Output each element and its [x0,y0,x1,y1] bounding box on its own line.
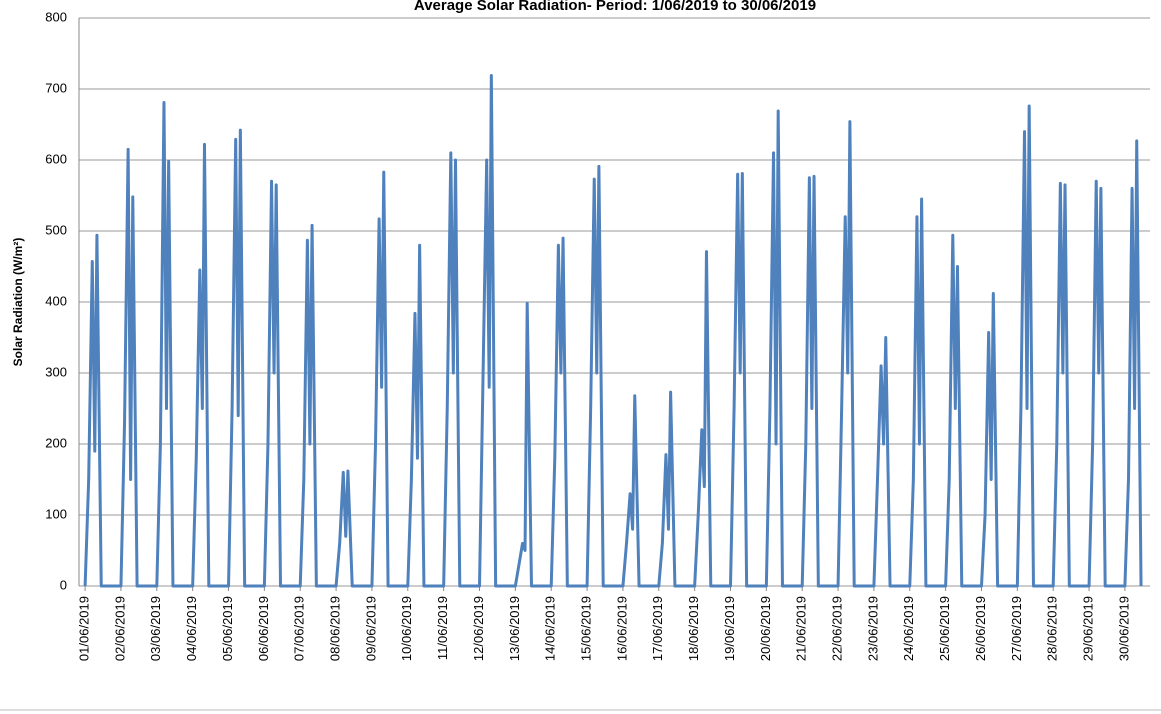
x-tick-label: 19/06/2019 [722,596,737,661]
x-tick-label: 16/06/2019 [614,596,629,661]
y-tick-label: 100 [45,506,67,521]
x-tick-label: 22/06/2019 [829,596,844,661]
x-tick-label: 13/06/2019 [507,596,522,661]
x-tick-label: 18/06/2019 [686,596,701,661]
data-line [83,74,1143,588]
x-tick-label: 10/06/2019 [399,596,414,661]
x-tick-label: 07/06/2019 [292,596,307,661]
x-tick-label: 03/06/2019 [148,596,163,661]
x-tick-label: 20/06/2019 [758,596,773,661]
x-tick-label: 02/06/2019 [112,596,127,661]
y-tick-label: 0 [60,577,67,592]
x-tick-label: 28/06/2019 [1045,596,1060,661]
x-tick-label: 04/06/2019 [184,596,199,661]
y-tick-label: 400 [45,293,67,308]
y-axis-label: Solar Radiation (W/m²) [11,238,25,367]
x-tick-label: 23/06/2019 [865,596,880,661]
y-tick-label: 800 [45,9,67,24]
y-tick-label: 600 [45,151,67,166]
x-tick-label: 24/06/2019 [901,596,916,661]
x-tick-label: 17/06/2019 [650,596,665,661]
x-tick-label: 21/06/2019 [794,596,809,661]
chart-title: Average Solar Radiation- Period: 1/06/20… [414,0,816,14]
y-tick-label: 300 [45,364,67,379]
x-tick-label: 25/06/2019 [937,596,952,661]
x-tick-label: 05/06/2019 [220,596,235,661]
x-tick-label: 14/06/2019 [543,596,558,661]
y-tick-label: 200 [45,435,67,450]
x-tick-label: 01/06/2019 [77,596,92,661]
x-tick-label: 30/06/2019 [1116,596,1131,661]
x-tick-label: 08/06/2019 [328,596,343,661]
x-tick-label: 12/06/2019 [471,596,486,661]
x-tick-label: 11/06/2019 [435,596,450,660]
x-tick-label: 29/06/2019 [1080,596,1095,661]
x-tick-label: 06/06/2019 [256,596,271,661]
x-tick-label: 26/06/2019 [973,596,988,661]
x-tick-label: 09/06/2019 [363,596,378,661]
x-tick-label: 27/06/2019 [1009,596,1024,661]
y-tick-label: 500 [45,222,67,237]
y-tick-label: 700 [45,80,67,95]
x-tick-label: 15/06/2019 [579,596,594,661]
